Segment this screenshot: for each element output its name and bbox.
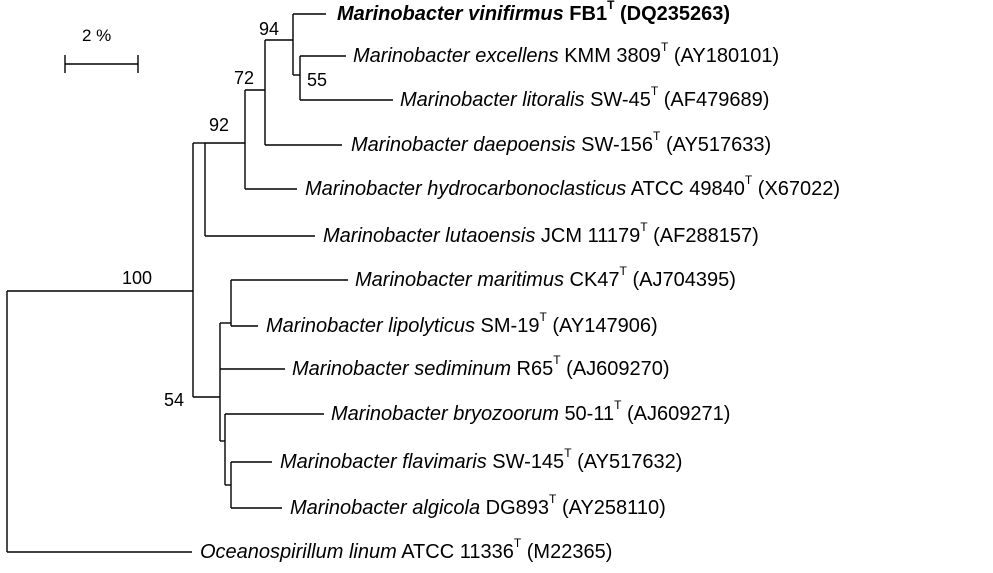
taxon-accession: (AY180101)	[673, 45, 780, 67]
type-strain-mark: T	[564, 446, 572, 461]
bootstrap-value-94: 94	[259, 19, 280, 39]
type-strain-mark: T	[614, 398, 622, 413]
taxon-strain: CK47	[569, 269, 620, 291]
taxon-label-bryozoorum: Marinobacter bryozoorum 50-11T (AJ609271…	[331, 399, 731, 426]
taxon-strain: SW-45	[590, 89, 651, 111]
taxon-label-vinifirmus: Marinobacter vinifirmus FB1T (DQ235263)	[337, 0, 731, 26]
taxon-strain: SW-156	[581, 134, 654, 156]
taxon-accession: (M22365)	[526, 541, 613, 563]
taxon-accession: (AJ609271)	[627, 403, 731, 425]
taxon-strain: ATCC 11336	[401, 541, 514, 563]
taxon-strain: R65	[516, 358, 554, 380]
taxon-label-litoralis: Marinobacter litoralis SW-45T (AF479689)	[400, 85, 770, 112]
type-strain-mark: T	[660, 40, 669, 55]
taxon-name: Marinobacter vinifirmus	[337, 3, 564, 25]
type-strain-mark: T	[539, 310, 547, 325]
taxon-accession: (X67022)	[757, 178, 841, 200]
taxon-name: Marinobacter excellens	[353, 45, 559, 67]
taxon-strain: DG893	[485, 497, 550, 519]
type-strain-mark: T	[653, 129, 661, 144]
tree-branches	[6, 13, 393, 553]
taxon-label-hydrocarbonoclasticus: Marinobacter hydrocarbonoclasticus ATCC …	[305, 174, 841, 201]
taxon-label-daepoensis: Marinobacter daepoensis SW-156T (AY51763…	[351, 130, 772, 157]
taxon-name: Marinobacter lipolyticus	[266, 315, 475, 337]
bootstrap-value-100: 100	[122, 268, 153, 288]
taxon-name: Marinobacter daepoensis	[351, 134, 576, 156]
taxon-name: Marinobacter flavimaris	[280, 451, 487, 473]
taxon-label-algicola: Marinobacter algicola DG893T (AY258110)	[290, 493, 666, 520]
type-strain-mark: T	[607, 0, 615, 13]
taxon-name: Marinobacter bryozoorum	[331, 403, 559, 425]
taxon-name: Marinobacter algicola	[290, 497, 481, 519]
taxon-strain: SW-145	[492, 451, 565, 473]
taxon-accession: (AJ704395)	[632, 269, 736, 291]
type-strain-mark: T	[619, 264, 627, 279]
taxon-accession: (AY147906)	[552, 315, 658, 337]
taxon-label-excellens: Marinobacter excellens KMM 3809T (AY1801…	[353, 41, 780, 68]
type-strain-mark: T	[553, 353, 561, 368]
taxon-strain: KMM 3809	[564, 45, 661, 67]
taxon-accession: (AJ609270)	[566, 358, 670, 380]
bootstrap-value-54: 54	[164, 390, 185, 410]
type-strain-mark: T	[744, 173, 753, 188]
taxon-name: Marinobacter maritimus	[355, 269, 564, 291]
taxon-label-flavimaris: Marinobacter flavimaris SW-145T (AY51763…	[280, 447, 683, 474]
bootstrap-value-55: 55	[307, 70, 328, 90]
taxon-label-lutaoensis: Marinobacter lutaoensis JCM 11179T (AF28…	[323, 221, 759, 248]
type-strain-mark: T	[513, 536, 522, 551]
type-strain-mark: T	[549, 492, 557, 507]
taxon-strain: FB1	[569, 3, 608, 25]
bootstrap-value-92: 92	[209, 115, 230, 135]
taxon-label-lipolyticus: Marinobacter lipolyticus SM-19T (AY14790…	[266, 311, 658, 338]
taxon-accession: (AY517632)	[577, 451, 683, 473]
taxon-strain: ATCC 49840	[630, 178, 745, 200]
taxon-name: Marinobacter hydrocarbonoclasticus	[305, 178, 627, 200]
taxon-label-linum: Oceanospirillum linum ATCC 11336T (M2236…	[200, 537, 613, 564]
taxon-name: Marinobacter litoralis	[400, 89, 585, 111]
taxon-strain: JCM 11179	[540, 225, 641, 247]
type-strain-mark: T	[650, 84, 659, 99]
bootstrap-value-72: 72	[234, 68, 255, 88]
taxon-accession: (DQ235263)	[619, 3, 731, 25]
taxon-strain: 50-11	[564, 403, 615, 425]
taxon-name: Marinobacter sediminum	[292, 358, 511, 380]
taxon-accession: (AF288157)	[653, 225, 759, 247]
type-strain-mark: T	[640, 220, 648, 235]
taxon-name: Oceanospirillum linum	[200, 541, 397, 563]
taxon-label-maritimus: Marinobacter maritimus CK47T (AJ704395)	[355, 265, 736, 292]
taxon-strain: SM-19	[480, 315, 540, 337]
taxon-accession: (AY258110)	[561, 497, 666, 519]
taxon-accession: (AF479689)	[663, 89, 770, 111]
taxon-label-sediminum: Marinobacter sediminum R65T (AJ609270)	[292, 354, 670, 381]
taxon-name: Marinobacter lutaoensis	[323, 225, 536, 247]
taxon-accession: (AY517633)	[665, 134, 772, 156]
scale-bar-label: 2 %	[82, 26, 112, 45]
